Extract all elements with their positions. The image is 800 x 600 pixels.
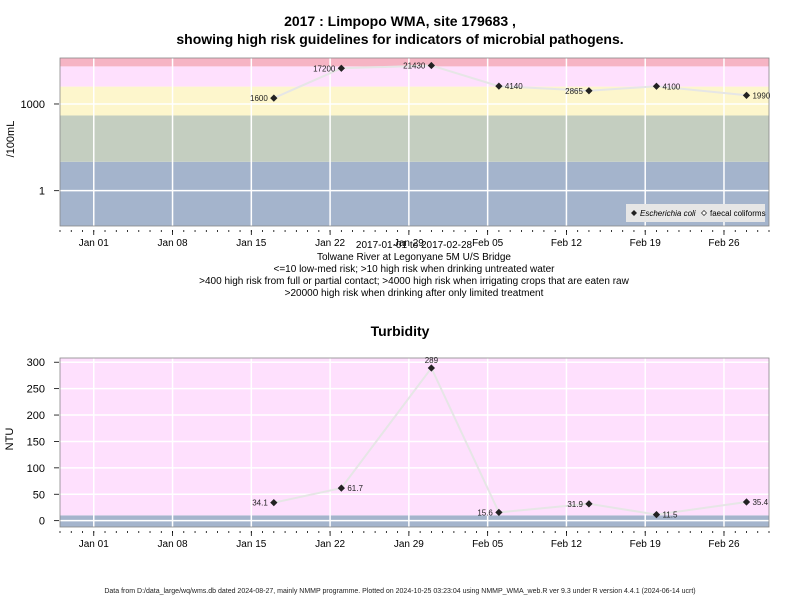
chart2-data-point-1 — [337, 484, 345, 492]
chart1-risk-band-4 — [60, 58, 769, 67]
chart2-data-point-3 — [495, 508, 503, 517]
chart1-ylabel: /100mL — [5, 120, 17, 158]
chart2-y-tick-label-2: 100 — [27, 463, 45, 475]
chart1-y-tick-label-1: 1000 — [21, 99, 45, 111]
chart2-x-tick-label-6: Feb 12 — [551, 539, 583, 550]
chart-title-line1: 2017 : Limpopo WMA, site 179683 , — [284, 13, 516, 29]
chart1-risk-band-2 — [60, 86, 769, 116]
chart2-ylabel: NTU — [4, 427, 16, 451]
chart2-data-label-1: 61.7 — [347, 484, 363, 493]
chart1-data-point-1 — [337, 64, 345, 72]
chart1-data-label-6: 1990 — [752, 91, 770, 100]
chart1-data-label-1: 17200 — [313, 64, 336, 73]
chart2-frame — [59, 357, 770, 528]
chart1-x-tick-label-0: Jan 01 — [79, 238, 109, 249]
chart1-x-tick-label-7: Feb 19 — [630, 238, 662, 249]
chart1-data-point-6 — [742, 91, 751, 99]
chart2-x-tick-label-4: Jan 29 — [394, 539, 424, 550]
turbidity-title: Turbidity — [370, 323, 430, 339]
chart1-data-label-4: 2865 — [565, 87, 583, 96]
chart2-x-tick-label-2: Jan 15 — [236, 539, 266, 550]
chart1-risk-band-1 — [60, 115, 769, 162]
chart1-data-point-3 — [495, 82, 503, 90]
chart2-y-tick-label-1: 50 — [33, 489, 45, 501]
chart2-data-label-6: 35.4 — [752, 498, 768, 507]
note-guideline-contact: >400 high risk from full or partial cont… — [199, 276, 629, 287]
chart2-data-label-2: 289 — [425, 356, 439, 365]
chart2-data-point-2 — [427, 364, 436, 372]
chart2-y-tick-label-6: 300 — [27, 357, 45, 369]
chart2-x-tick-label-1: Jan 08 — [158, 539, 188, 550]
chart2-data-label-3: 15.6 — [477, 508, 493, 517]
chart2-y-tick-label-0: 0 — [39, 516, 45, 528]
chart1-data-point-2 — [427, 61, 436, 70]
chart1-legend-marker-1 — [701, 210, 707, 216]
chart1-data-label-0: 1600 — [250, 94, 268, 103]
chart1-x-tick-label-5: Feb 05 — [472, 238, 504, 249]
chart1-risk-band-3 — [60, 66, 769, 87]
chart1-legend-marker-0 — [631, 210, 637, 216]
note-site-name: Tolwane River at Legonyane 5M U/S Bridge — [317, 252, 511, 263]
chart2-data-point-6 — [742, 498, 751, 506]
chart2-data-point-5 — [652, 510, 661, 519]
chart2-x-tick-label-7: Feb 19 — [630, 539, 662, 550]
note-date-range: 2017-01-01 to 2017-02-28 — [355, 240, 473, 251]
chart1-data-point-0 — [270, 94, 278, 102]
chart1-x-tick-label-3: Jan 22 — [315, 238, 345, 249]
chart2-x-tick-label-0: Jan 01 — [79, 539, 109, 550]
chart2-data-point-0 — [270, 499, 278, 507]
chart1-x-tick-label-1: Jan 08 — [158, 238, 188, 249]
chart2-data-label-0: 34.1 — [252, 499, 268, 508]
chart1-y-tick-label-0: 1 — [39, 186, 45, 198]
note-guideline-drinking: <=10 low-med risk; >10 high risk when dr… — [273, 264, 555, 275]
chart1-legend-label-1: faecal coliforms — [710, 209, 766, 218]
chart2-data-point-4 — [585, 500, 593, 508]
chart2-y-tick-label-4: 200 — [27, 410, 45, 422]
chart2-y-tick-label-3: 150 — [27, 436, 45, 448]
chart1-frame — [59, 57, 770, 227]
chart2-x-tick-label-8: Feb 26 — [708, 539, 740, 550]
chart1-data-label-2: 21430 — [403, 62, 426, 71]
chart1-data-point-5 — [652, 82, 661, 90]
chart1-x-tick-label-4: Jan 29 — [394, 238, 424, 249]
chart1-data-label-3: 4140 — [505, 82, 523, 91]
chart2-x-tick-label-3: Jan 22 — [315, 539, 345, 550]
footer-note: Data from D:/data_large/wq/wms.db dated … — [104, 588, 696, 595]
chart1-x-tick-label-6: Feb 12 — [551, 238, 583, 249]
chart1-data-point-4 — [585, 87, 593, 95]
chart-title-line2: showing high risk guidelines for indicat… — [176, 31, 624, 47]
chart2-data-label-4: 31.9 — [567, 500, 583, 509]
chart1-x-tick-label-2: Jan 15 — [236, 238, 266, 249]
chart1-legend-box — [626, 204, 765, 222]
chart2-risk-band-1 — [60, 358, 769, 516]
chart1-data-label-5: 4100 — [662, 82, 680, 91]
chart1-legend-label-0: Escherichia coli — [640, 209, 696, 218]
chart2-x-tick-label-5: Feb 05 — [472, 539, 504, 550]
chart1-x-tick-label-8: Feb 26 — [708, 238, 740, 249]
chart2-data-label-5: 11.5 — [662, 511, 678, 520]
note-guideline-treatment: >20000 high risk when drinking after onl… — [284, 288, 544, 299]
chart2-y-tick-label-5: 250 — [27, 384, 45, 396]
